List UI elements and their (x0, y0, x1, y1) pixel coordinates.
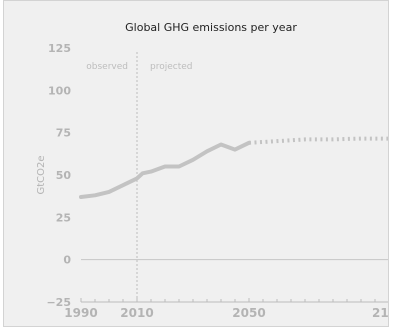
projected-label: projected (150, 62, 193, 72)
x-tick-label: 210 (372, 306, 389, 320)
x-tick-label: 2050 (232, 306, 265, 320)
observed-series-line (79, 140, 251, 199)
emissions-chart: Global GHG emissions per year observed p… (36, 21, 389, 320)
y-tick-label: 0 (63, 254, 71, 267)
x-tick-label: 2010 (120, 306, 153, 320)
observed-label: observed (86, 62, 128, 72)
x-tick-labels: 1990 2010 2050 210 (64, 306, 389, 320)
y-tick-label: 50 (56, 169, 72, 182)
y-tick-label: −25 (46, 296, 71, 309)
y-tick-label: 25 (56, 211, 71, 224)
data-series (79, 136, 388, 199)
chart-title: Global GHG emissions per year (125, 21, 297, 34)
chart-frame: Global GHG emissions per year observed p… (3, 0, 389, 327)
y-axis-label: GtCO2e (36, 155, 47, 194)
y-tick-labels: 125 100 75 50 25 0 −25 (46, 42, 71, 309)
y-tick-label: 75 (56, 127, 71, 140)
y-tick-label: 100 (48, 84, 71, 97)
x-tick-label: 1990 (64, 306, 97, 320)
grid-lines (80, 259, 388, 303)
projected-series-line (248, 136, 388, 145)
y-tick-label: 125 (48, 42, 71, 55)
